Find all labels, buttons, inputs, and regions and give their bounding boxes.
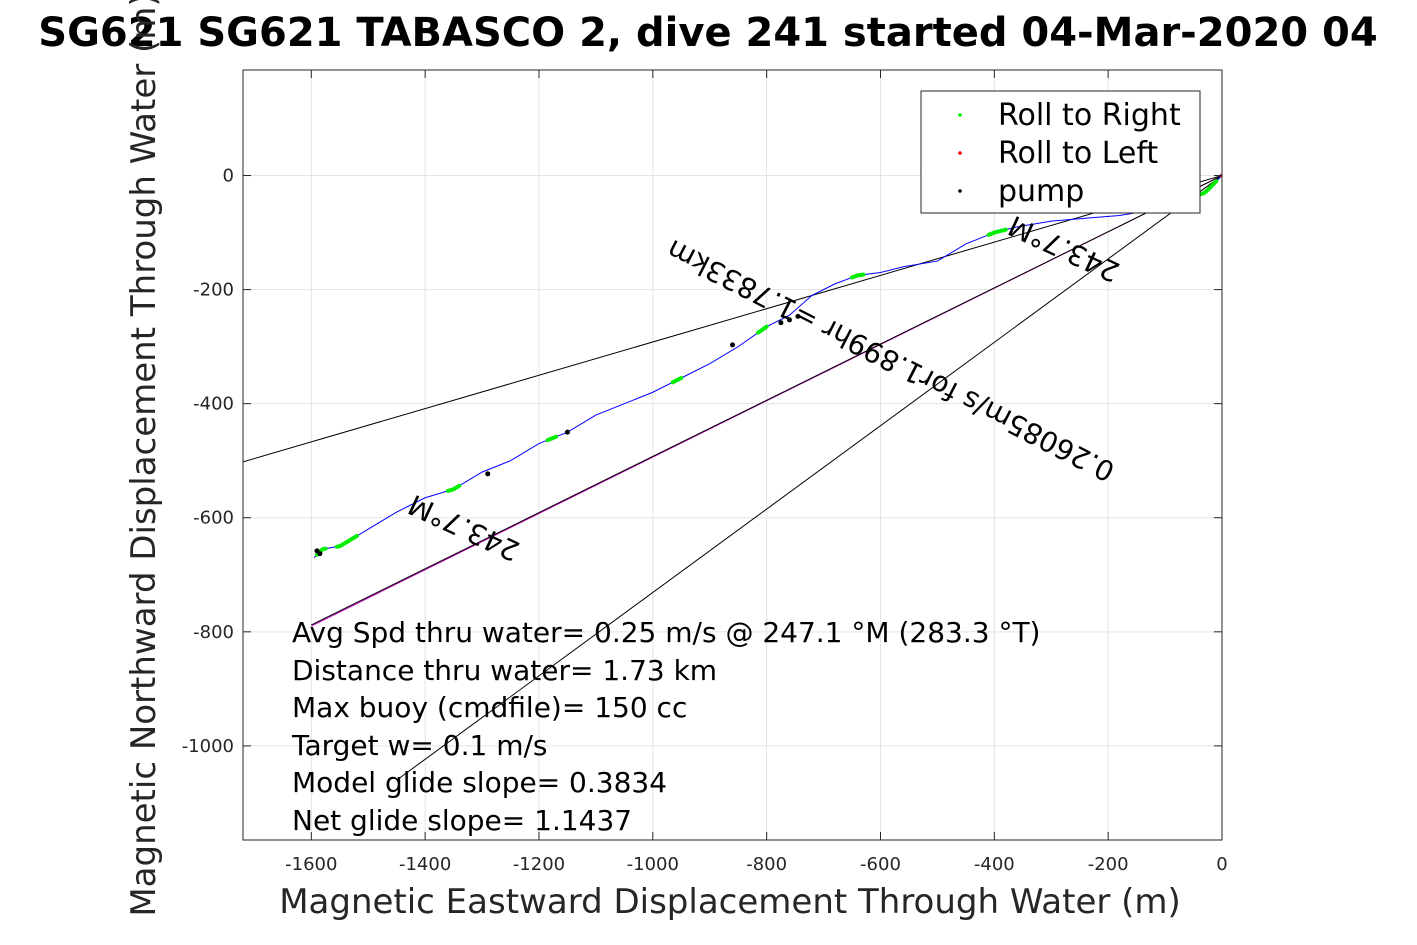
x-axis-ticks: -1600 -1400 -1200 -1000 -800 -600 -400 -200 0 — [285, 70, 1228, 875]
legend-marker-roll-left — [958, 151, 962, 155]
reference-line — [396, 175, 1222, 781]
roll-right-segment — [670, 376, 684, 385]
y-tick-label: -200 — [193, 280, 234, 301]
x-tick-label: -1000 — [627, 854, 679, 875]
reference-line — [311, 175, 1222, 626]
roll-right-segment — [986, 227, 1008, 237]
info-max-buoy: Max buoy (cmdfile)= 150 cc — [292, 691, 687, 724]
x-tick-label: -600 — [860, 854, 901, 875]
pump-point — [485, 471, 491, 477]
y-tick-label: -400 — [193, 394, 234, 415]
pump-point — [317, 551, 323, 557]
info-avg-speed: Avg Spd thru water= 0.25 m/s @ 247.1 °M … — [292, 616, 1040, 649]
x-tick-label: 0 — [1216, 854, 1227, 875]
x-axis-label: Magnetic Eastward Displacement Through W… — [279, 882, 1181, 922]
info-block: Avg Spd thru water= 0.25 m/s @ 247.1 °M … — [291, 616, 1040, 837]
y-tick-label: -1000 — [182, 736, 234, 757]
legend-box — [920, 90, 1201, 214]
chart-title: SG621 SG621 TABASCO 2, dive 241 started … — [38, 10, 1377, 56]
y-tick-label: 0 — [223, 166, 234, 187]
x-tick-label: -1600 — [285, 854, 337, 875]
info-net-glide-slope: Net glide slope= 1.1437 — [292, 804, 632, 837]
y-axis-label: Magnetic Northward Displacement Through … — [124, 0, 164, 917]
roll-right-segment — [334, 533, 359, 549]
y-tick-label: -800 — [193, 622, 234, 643]
legend-label-pump: pump — [998, 174, 1084, 209]
pump-point — [730, 342, 735, 348]
pump-point — [778, 320, 784, 326]
legend: Roll to Right Roll to Left pump — [920, 90, 1201, 214]
x-tick-label: -200 — [1088, 854, 1129, 875]
legend-label-roll-left: Roll to Left — [998, 136, 1158, 171]
x-tick-label: -1400 — [399, 854, 451, 875]
y-axis-ticks: 0 -200 -400 -600 -800 -1000 — [182, 166, 1222, 757]
x-tick-label: -800 — [746, 854, 787, 875]
roll-right-segment — [445, 483, 462, 493]
info-target-w: Target w= 0.1 m/s — [291, 729, 548, 762]
legend-label-roll-right: Roll to Right — [998, 98, 1181, 133]
plot-frame — [242, 69, 1223, 841]
info-distance: Distance thru water= 1.73 km — [292, 654, 717, 687]
pump-point — [795, 313, 801, 319]
reference-line — [243, 175, 1222, 463]
roll-right-segment — [850, 272, 866, 280]
roll-right-segment — [756, 324, 769, 335]
info-model-glide-slope: Model glide slope= 0.3834 — [292, 766, 667, 799]
roll-right-segment — [1197, 179, 1219, 197]
x-tick-label: -400 — [974, 854, 1015, 875]
legend-marker-roll-right — [958, 113, 962, 117]
pump-point — [564, 429, 570, 435]
series — [313, 173, 1222, 559]
reference-lines — [243, 175, 1222, 781]
y-tick-label: -600 — [193, 508, 234, 529]
pump-point — [786, 317, 792, 323]
x-tick-label: -1200 — [513, 854, 565, 875]
legend-marker-pump — [958, 189, 962, 193]
roll-right-segment — [545, 434, 559, 443]
